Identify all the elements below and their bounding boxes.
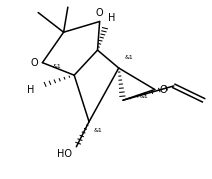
Text: H: H bbox=[108, 13, 116, 23]
Text: H: H bbox=[26, 84, 34, 95]
Text: &1: &1 bbox=[125, 55, 134, 60]
Text: HO: HO bbox=[57, 149, 72, 159]
Text: &1: &1 bbox=[140, 94, 149, 99]
Text: O: O bbox=[159, 84, 167, 95]
Text: O: O bbox=[31, 58, 38, 68]
Text: &1: &1 bbox=[53, 64, 62, 69]
Text: &1: &1 bbox=[93, 128, 102, 133]
Text: O: O bbox=[96, 8, 103, 18]
